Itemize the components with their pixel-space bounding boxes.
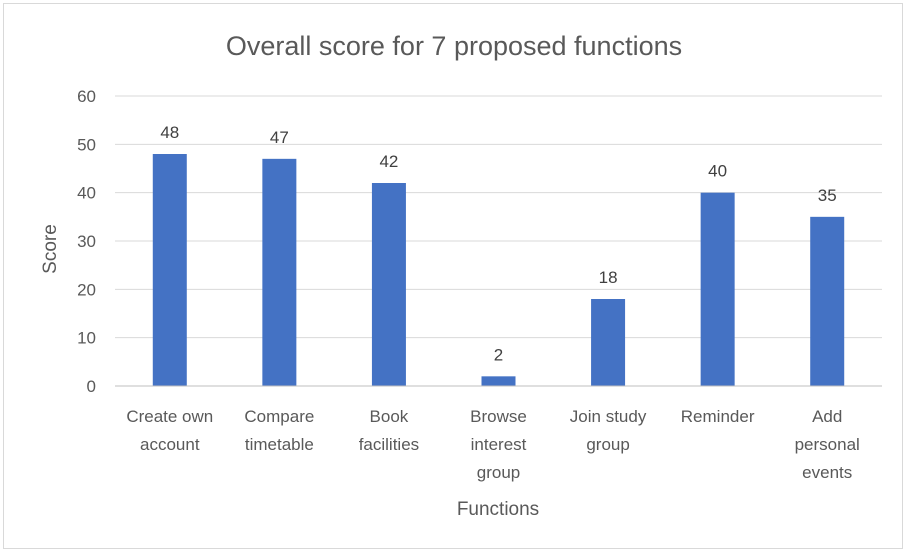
x-tick-label: Join study group [570,407,647,454]
x-tick-label: Browse interest group [470,407,527,482]
y-tick-label: 50 [77,135,96,154]
bar [371,183,406,386]
x-axis-categories: Create own account Compare timetable Book fac… [126,407,860,482]
bar [700,192,735,386]
x-tick-label: Book facilities [359,407,419,454]
chart-title: Overall score for 7 proposed functions [226,31,682,61]
gridlines [115,95,882,339]
x-axis-title: Functions [457,499,539,520]
x-tick-label: Add personal events [795,407,860,482]
bar [810,216,845,386]
data-label: 2 [494,345,503,364]
x-tick-label: Reminder [681,407,755,426]
bar [591,299,626,386]
bar [262,158,297,386]
bars [152,154,845,386]
data-label: 48 [160,123,179,142]
y-tick-label: 0 [87,377,96,396]
y-tick-label: 20 [77,280,96,299]
y-tick-label: 40 [77,184,96,203]
y-axis-title: Score [40,224,61,274]
y-tick-label: 30 [77,232,96,251]
bar [481,376,516,386]
x-tick-label: Create own account [126,407,213,454]
y-axis-ticks: 0 10 20 30 40 50 60 [77,87,96,396]
data-label: 47 [270,128,289,147]
x-tick-label: Compare timetable [244,407,314,454]
data-label: 40 [708,162,727,181]
data-label: 18 [599,268,618,287]
data-label: 35 [818,186,837,205]
data-labels: 48 47 42 2 18 40 35 [160,123,836,364]
data-label: 42 [379,152,398,171]
y-tick-label: 10 [77,329,96,348]
bar [152,154,187,386]
y-tick-label: 60 [77,87,96,106]
